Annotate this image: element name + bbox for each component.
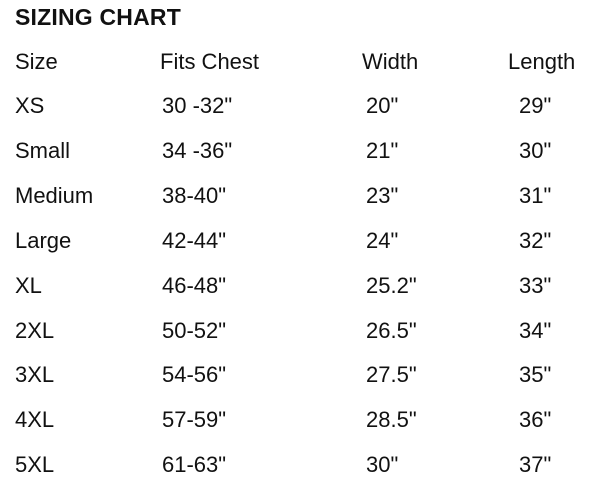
cell-width: 23" bbox=[366, 182, 399, 208]
header-length: Length bbox=[508, 49, 576, 74]
cell-length: 36" bbox=[519, 407, 552, 433]
cell-fits-chest: 50-52" bbox=[162, 317, 227, 343]
cell-size: XL bbox=[15, 272, 42, 298]
chart-title: SIZING CHART bbox=[15, 4, 181, 30]
cell-fits-chest: 61-63" bbox=[162, 452, 227, 478]
table-row: Large 42-44" 24" 32" bbox=[0, 226, 600, 256]
cell-fits-chest: 42-44" bbox=[162, 227, 227, 253]
cell-size: 4XL bbox=[15, 407, 55, 433]
cell-fits-chest: 57-59" bbox=[162, 407, 227, 433]
table-row: 4XL 57-59" 28.5" 36" bbox=[0, 405, 600, 435]
table-row: Medium 38-40" 23" 31" bbox=[0, 181, 600, 211]
table-row: 2XL 50-52" 26.5" 34" bbox=[0, 316, 600, 346]
cell-size: XS bbox=[15, 93, 45, 118]
cell-length: 29" bbox=[519, 93, 552, 118]
cell-width: 26.5" bbox=[366, 317, 417, 343]
table-row: XL 46-48" 25.2" 33" bbox=[0, 271, 600, 301]
table-row: 5XL 61-63" 30" 37" bbox=[0, 450, 600, 480]
cell-size: 3XL bbox=[15, 362, 55, 388]
cell-length: 30" bbox=[519, 137, 552, 163]
cell-width: 30" bbox=[366, 452, 399, 478]
header-row: Size Fits Chest Width Length bbox=[0, 47, 600, 77]
cell-length: 34" bbox=[519, 317, 552, 343]
cell-size: Small bbox=[15, 137, 71, 163]
table-row: 3XL 54-56" 27.5" 35" bbox=[0, 360, 600, 390]
cell-width: 27.5" bbox=[366, 362, 417, 388]
cell-fits-chest: 38-40" bbox=[162, 182, 227, 208]
cell-fits-chest: 34 -36" bbox=[162, 137, 233, 163]
cell-size: Large bbox=[15, 227, 72, 253]
cell-length: 37" bbox=[519, 452, 552, 478]
cell-length: 31" bbox=[519, 182, 552, 208]
table-row: XS 30 -32" 20" 29" bbox=[0, 91, 600, 121]
cell-fits-chest: 46-48" bbox=[162, 272, 227, 298]
cell-width: 20" bbox=[366, 93, 399, 118]
cell-length: 32" bbox=[519, 227, 552, 253]
cell-size: 2XL bbox=[15, 317, 55, 343]
cell-width: 25.2" bbox=[366, 272, 417, 298]
cell-width: 21" bbox=[366, 137, 399, 163]
cell-width: 28.5" bbox=[366, 407, 417, 433]
header-size: Size bbox=[15, 49, 58, 74]
cell-length: 35" bbox=[519, 362, 552, 388]
table-row: Small 34 -36" 21" 30" bbox=[0, 136, 600, 166]
cell-length: 33" bbox=[519, 272, 552, 298]
cell-fits-chest: 30 -32" bbox=[162, 93, 233, 118]
header-fits-chest: Fits Chest bbox=[160, 49, 260, 74]
header-width: Width bbox=[362, 49, 419, 74]
cell-size: 5XL bbox=[15, 452, 55, 478]
cell-fits-chest: 54-56" bbox=[162, 362, 227, 388]
cell-size: Medium bbox=[15, 182, 94, 208]
cell-width: 24" bbox=[366, 227, 399, 253]
